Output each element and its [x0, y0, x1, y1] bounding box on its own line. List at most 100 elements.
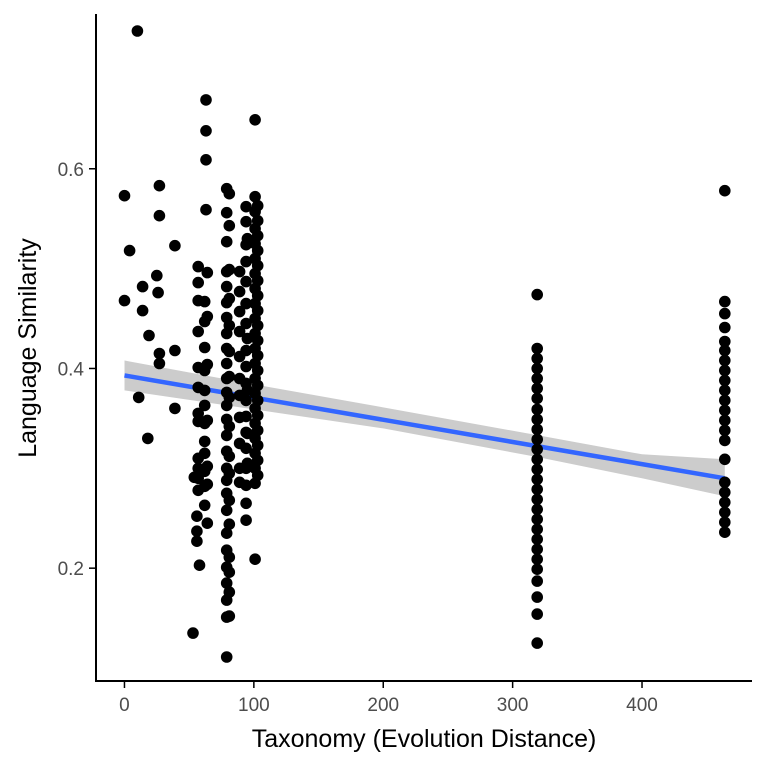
data-point [201, 358, 214, 371]
data-point [719, 184, 731, 197]
data-point [201, 478, 214, 491]
data-point [153, 209, 166, 222]
data-point [240, 479, 252, 492]
data-point [191, 525, 203, 537]
data-point [531, 453, 543, 466]
data-point [223, 518, 236, 530]
data-point [719, 516, 731, 528]
data-point [223, 551, 236, 563]
data-point [719, 486, 731, 499]
y-tick-label: 0.4 [58, 359, 85, 380]
data-point [251, 469, 264, 482]
data-point [220, 206, 233, 219]
data-point [192, 276, 204, 289]
data-point [531, 288, 543, 301]
data-point [251, 199, 264, 212]
data-point [249, 114, 261, 126]
x-tick-label: 0 [119, 695, 130, 716]
data-point [531, 392, 543, 405]
data-point [719, 321, 731, 334]
x-tick-label: 400 [626, 695, 658, 716]
data-point [198, 341, 211, 354]
data-point [240, 514, 252, 526]
data-point [169, 344, 181, 357]
data-point [531, 523, 543, 535]
data-point [223, 345, 236, 358]
data-point [251, 244, 264, 257]
data-point [719, 295, 731, 308]
data-point [240, 317, 252, 330]
data-point [187, 627, 199, 639]
data-point [201, 460, 214, 473]
data-point [251, 379, 264, 392]
data-point [223, 187, 236, 200]
data-point [153, 357, 166, 370]
data-point [152, 286, 164, 299]
data-point [223, 586, 236, 598]
data-point [531, 513, 543, 525]
data-point [240, 297, 252, 310]
data-point [220, 357, 233, 370]
data-point [531, 503, 543, 516]
data-point [719, 414, 731, 427]
data-point [719, 476, 731, 489]
data-point [198, 399, 211, 412]
data-point [251, 394, 264, 407]
data-point [719, 364, 731, 377]
data-point [531, 382, 543, 395]
x-tick-label: 200 [367, 695, 399, 716]
data-point [240, 255, 252, 268]
data-point [169, 239, 181, 252]
data-point [223, 263, 236, 276]
data-point [719, 394, 731, 407]
data-point [131, 25, 144, 37]
data-point [191, 535, 203, 547]
data-point [136, 280, 149, 293]
data-point [200, 203, 212, 216]
data-point [240, 394, 252, 407]
data-point [251, 439, 264, 452]
data-point [223, 319, 236, 332]
data-point [201, 310, 214, 323]
data-point [531, 563, 543, 575]
data-point [223, 610, 236, 622]
data-point [123, 244, 136, 257]
data-point [251, 229, 264, 242]
data-point [223, 370, 236, 383]
trend-line [124, 373, 726, 481]
data-point [531, 403, 543, 416]
data-point [719, 384, 731, 397]
y-tick-label: 0.6 [58, 160, 84, 181]
data-point [251, 334, 264, 347]
data-point [118, 294, 131, 307]
data-point [251, 364, 264, 377]
data-point [200, 94, 212, 106]
data-point [719, 404, 731, 417]
data-point [153, 347, 166, 360]
data-point [193, 559, 206, 571]
data-point [719, 434, 731, 447]
data-point [251, 319, 264, 332]
data-point [143, 329, 155, 342]
data-point [251, 259, 264, 272]
data-point [240, 442, 252, 455]
data-point [719, 344, 731, 357]
data-point [719, 354, 731, 367]
data-point [220, 527, 233, 539]
data-point [192, 260, 204, 273]
tick-marks: 0 100 200 300 400 0.2 0.4 0.6 [58, 160, 658, 716]
data-point [191, 510, 203, 522]
data-point [132, 391, 145, 404]
data-point [249, 190, 261, 203]
data-point [223, 219, 236, 232]
data-point [169, 402, 181, 415]
data-point [240, 497, 252, 510]
data-point [198, 447, 211, 460]
data-point [531, 553, 543, 565]
data-point [531, 352, 543, 365]
data-point [719, 496, 731, 509]
y-tick-label: 0.2 [58, 559, 84, 580]
data-point [531, 493, 543, 506]
data-point [198, 295, 211, 308]
